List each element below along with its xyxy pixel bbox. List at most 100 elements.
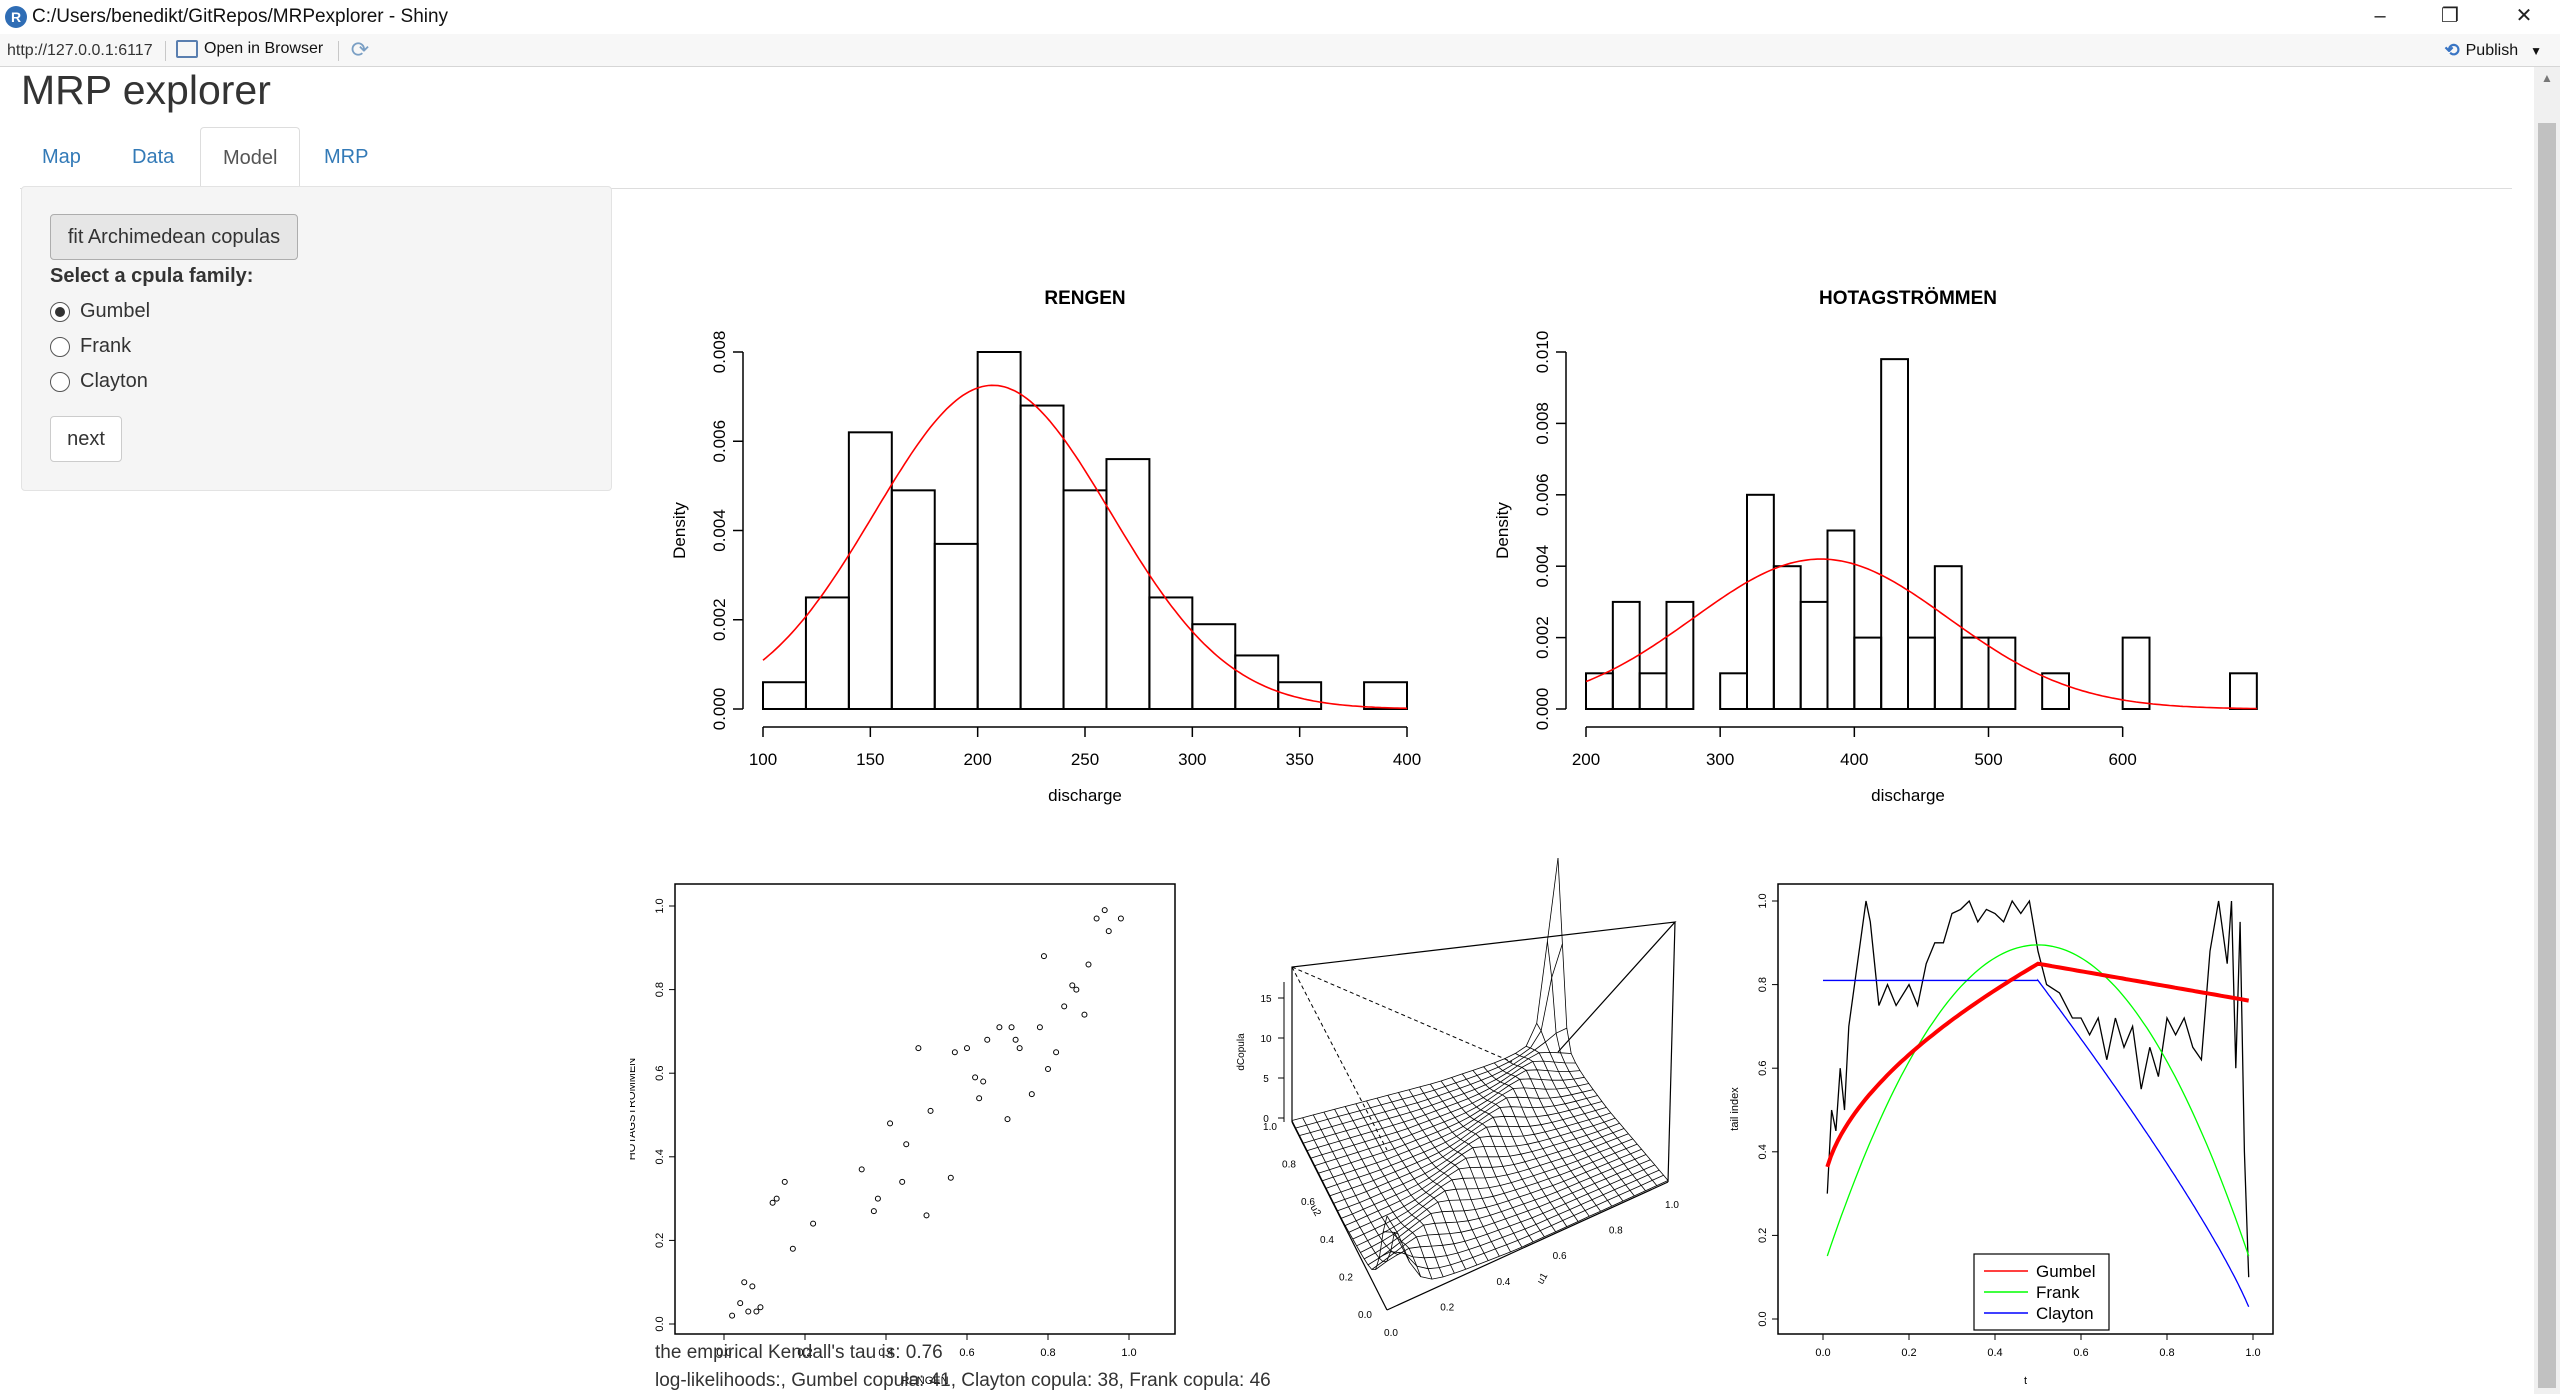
x-tick-label: 200 xyxy=(963,750,991,769)
scroll-up-icon[interactable]: ▲ xyxy=(2541,71,2553,85)
u2-tick-label: 1.0 xyxy=(1263,1122,1277,1133)
surface-box-edge xyxy=(1291,966,1388,1151)
radio-option-clayton[interactable]: Clayton xyxy=(50,370,148,393)
radio-option-frank[interactable]: Frank xyxy=(50,335,131,358)
scatter-point xyxy=(1008,1024,1015,1031)
surface-grid-line xyxy=(1356,1138,1633,1247)
sidebar-panel: fit Archimedean copulas Select a cpula f… xyxy=(21,186,612,491)
copula-family-label: Select a cpula family: xyxy=(50,265,254,287)
scatter-point xyxy=(769,1199,776,1206)
surface-grid-line xyxy=(1307,1060,1576,1151)
histogram-bar xyxy=(1719,672,1748,710)
scatter-point xyxy=(1105,928,1112,935)
scatter-point xyxy=(773,1195,780,1202)
scatter-point xyxy=(947,1174,954,1181)
x-tick-label: 0.8 xyxy=(1040,1347,1055,1359)
surface-grid-line xyxy=(1337,1112,1611,1212)
scatter-point xyxy=(737,1300,744,1307)
tab-map[interactable]: Map xyxy=(42,146,81,168)
y-tick-label: 0.2 xyxy=(1757,1228,1769,1243)
x-tick-label: 0.0 xyxy=(1815,1347,1830,1359)
toolbar-divider xyxy=(165,41,166,61)
scatter-point xyxy=(927,1107,934,1114)
surface-grid-line xyxy=(1383,1174,1664,1270)
fit-copulas-button[interactable]: fit Archimedean copulas xyxy=(50,214,298,260)
tab-mrp[interactable]: MRP xyxy=(324,146,369,168)
u2-tick-label: 0.0 xyxy=(1358,1310,1372,1321)
chevron-down-icon[interactable]: ▼ xyxy=(2530,43,2542,58)
x-tick-label: 300 xyxy=(1706,750,1734,769)
y-tick-label: 1.0 xyxy=(654,898,666,913)
radio-button[interactable] xyxy=(50,371,70,392)
plot-area: RENGEN discharge Density 100 150 200 250 300 350… xyxy=(630,202,2290,1394)
surface-box-edge xyxy=(1291,966,1513,1063)
scatter-point xyxy=(923,1212,930,1219)
surface-grid-line xyxy=(1314,1076,1585,1166)
surface-grid-line xyxy=(1387,1095,1489,1261)
scatter-point xyxy=(903,1141,910,1148)
surface-grid-line xyxy=(1312,1114,1410,1263)
clayton-curve xyxy=(1823,978,2250,1308)
r-app-icon: R xyxy=(5,6,27,28)
y-axis-label: HOTAGSTRÖMMEN xyxy=(630,1058,638,1161)
surface-grid-line xyxy=(1375,1164,1655,1270)
scatter-point xyxy=(915,1045,922,1052)
histogram-bar xyxy=(1585,672,1614,710)
plot-frame xyxy=(674,883,1176,1335)
histogram-bar xyxy=(1363,681,1408,711)
y-tick-label: 0.8 xyxy=(654,982,666,997)
y-tick-label: 0.6 xyxy=(1757,1061,1769,1076)
scatter-point xyxy=(976,1095,983,1102)
chart-title: RENGEN xyxy=(1044,288,1125,309)
y-tick-label: 0.000 xyxy=(1533,688,1552,731)
scatter-point xyxy=(1016,1045,1023,1052)
model-stats: the empirical Kendall's tau is: 0.76 log… xyxy=(655,1339,1271,1394)
z-tick-label: 10 xyxy=(1260,1034,1272,1045)
surface-grid-line xyxy=(1333,1107,1607,1204)
scroll-thumb[interactable] xyxy=(2538,123,2556,1388)
radio-button[interactable] xyxy=(50,336,70,357)
surface-grid-line xyxy=(1429,1083,1534,1243)
tab-data[interactable]: Data xyxy=(132,146,175,168)
radio-button[interactable] xyxy=(50,301,70,322)
open-in-browser-button[interactable]: Open in Browser xyxy=(176,40,323,58)
close-icon[interactable]: ✕ xyxy=(2515,5,2533,27)
frank-curve xyxy=(1826,944,2250,1257)
scatter-point xyxy=(972,1074,979,1081)
plot-frame xyxy=(1777,883,2274,1335)
histogram-bar xyxy=(890,489,936,710)
radio-option-gumbel[interactable]: Gumbel xyxy=(50,300,150,323)
radio-label: Clayton xyxy=(80,370,148,392)
scatter-point xyxy=(745,1308,752,1315)
surface-grid-line xyxy=(1334,1109,1433,1280)
vertical-scrollbar[interactable]: ▲ xyxy=(2534,67,2560,1394)
scatter-point xyxy=(1101,907,1108,914)
x-tick-label: 600 xyxy=(2108,750,2136,769)
y-tick-label: 0.4 xyxy=(654,1149,666,1164)
scatter-point xyxy=(749,1283,756,1290)
y-axis-label: Density xyxy=(1493,502,1512,559)
y-tick-label: 0.008 xyxy=(1533,402,1552,445)
surface-grid-line xyxy=(1310,1069,1581,1159)
x-tick-label: 400 xyxy=(1393,750,1421,769)
scatter-point xyxy=(870,1208,877,1215)
next-button[interactable]: next xyxy=(50,416,122,462)
refresh-icon[interactable]: ⟳ xyxy=(350,37,370,62)
scatter-point xyxy=(964,1045,970,1052)
scatter-point xyxy=(1040,953,1047,960)
maximize-icon[interactable]: ❐ xyxy=(2441,5,2459,27)
surface-grid-line xyxy=(1295,943,1563,1129)
scatter-point xyxy=(984,1036,991,1043)
histogram-bar xyxy=(2121,636,2151,711)
minimize-icon[interactable]: – xyxy=(2374,5,2386,27)
publish-button[interactable]: ⟲ Publish ▼ xyxy=(2445,40,2542,61)
surface-grid-line xyxy=(1504,1058,1613,1207)
surface-grid-line xyxy=(1379,1169,1660,1259)
histogram-bar xyxy=(1062,489,1108,710)
scatter-point xyxy=(1028,1091,1035,1098)
tab-model[interactable]: Model xyxy=(200,127,301,190)
surface-grid-line xyxy=(1329,1101,1603,1197)
u1-tick-label: 0.0 xyxy=(1384,1328,1398,1339)
y-tick-label: 0.6 xyxy=(654,1066,666,1081)
surface-grid-line xyxy=(1451,1077,1556,1232)
